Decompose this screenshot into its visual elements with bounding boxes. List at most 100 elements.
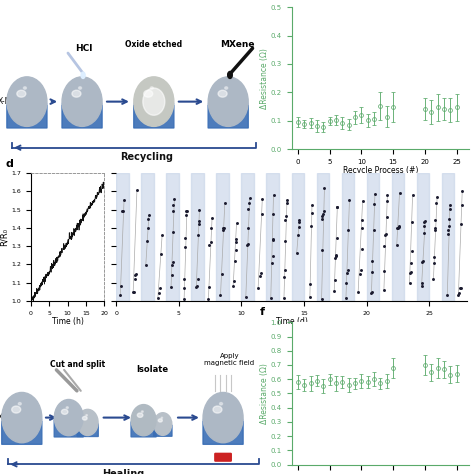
- Ellipse shape: [209, 100, 248, 107]
- Ellipse shape: [154, 424, 172, 427]
- Point: [182, 207, 190, 215]
- Text: b: b: [259, 0, 267, 2]
- Circle shape: [131, 405, 156, 436]
- Point: [181, 275, 188, 283]
- Ellipse shape: [144, 90, 153, 97]
- Point: [320, 207, 328, 215]
- Point: [332, 252, 340, 260]
- Point: [370, 200, 378, 207]
- Ellipse shape: [81, 72, 85, 78]
- Point: [280, 295, 288, 302]
- Point: [180, 295, 188, 303]
- Point: [446, 201, 454, 209]
- Point: [407, 269, 414, 277]
- Point: [256, 272, 264, 280]
- Ellipse shape: [77, 422, 98, 426]
- Point: [268, 259, 276, 266]
- Point: [117, 292, 124, 299]
- Point: [220, 224, 228, 231]
- Point: [182, 211, 189, 219]
- Text: HCl: HCl: [74, 45, 92, 54]
- Point: [158, 231, 166, 239]
- Point: [171, 195, 178, 203]
- Point: [244, 240, 252, 247]
- Point: [208, 224, 215, 232]
- Point: [394, 224, 402, 231]
- Point: [182, 243, 189, 251]
- Point: [258, 210, 265, 218]
- Point: [383, 198, 391, 205]
- FancyBboxPatch shape: [54, 420, 83, 437]
- Circle shape: [203, 392, 243, 443]
- Ellipse shape: [62, 100, 102, 107]
- Point: [370, 226, 378, 234]
- Bar: [342, 173, 354, 301]
- Point: [169, 228, 176, 236]
- Circle shape: [55, 400, 83, 436]
- Point: [157, 250, 164, 257]
- Point: [245, 199, 253, 207]
- Point: [446, 205, 454, 212]
- Ellipse shape: [158, 419, 162, 422]
- Point: [318, 246, 326, 254]
- Point: [194, 275, 201, 283]
- Point: [431, 227, 438, 234]
- Point: [444, 291, 451, 299]
- Point: [345, 226, 352, 233]
- Point: [421, 218, 429, 225]
- Point: [257, 269, 265, 276]
- Point: [359, 197, 366, 205]
- Point: [331, 254, 338, 261]
- Point: [458, 201, 465, 209]
- Point: [455, 290, 463, 297]
- Point: [318, 216, 326, 223]
- Y-axis label: ΔResistance (Ω): ΔResistance (Ω): [260, 363, 269, 424]
- Point: [368, 258, 376, 265]
- Bar: [141, 173, 154, 301]
- Point: [269, 253, 276, 260]
- Text: Apply
magnetic field: Apply magnetic field: [204, 353, 255, 366]
- Bar: [317, 173, 329, 301]
- Ellipse shape: [55, 417, 83, 422]
- Point: [368, 290, 375, 297]
- Point: [371, 190, 379, 198]
- Point: [308, 222, 315, 230]
- Point: [433, 193, 441, 201]
- Ellipse shape: [62, 409, 68, 414]
- Point: [420, 229, 428, 237]
- Ellipse shape: [72, 90, 81, 97]
- Point: [395, 223, 403, 230]
- FancyBboxPatch shape: [2, 421, 42, 444]
- Point: [282, 213, 290, 220]
- Point: [154, 294, 162, 302]
- Point: [192, 283, 200, 291]
- Ellipse shape: [7, 100, 47, 107]
- Point: [358, 245, 366, 253]
- Point: [407, 269, 414, 276]
- Point: [396, 189, 403, 196]
- Text: Isolate: Isolate: [137, 365, 169, 374]
- Point: [393, 241, 401, 248]
- Point: [242, 294, 250, 301]
- Bar: [191, 173, 204, 301]
- Point: [196, 217, 203, 225]
- Point: [168, 262, 175, 269]
- Point: [406, 279, 413, 287]
- Point: [458, 187, 466, 194]
- Point: [169, 258, 176, 266]
- Point: [381, 267, 388, 275]
- Point: [218, 270, 226, 278]
- Point: [368, 289, 375, 296]
- Point: [282, 217, 289, 224]
- Point: [143, 237, 150, 245]
- Point: [331, 276, 338, 283]
- Ellipse shape: [213, 406, 222, 413]
- Bar: [216, 173, 229, 301]
- Point: [446, 215, 453, 223]
- Point: [419, 258, 426, 266]
- Ellipse shape: [150, 87, 153, 89]
- Point: [246, 195, 254, 202]
- Point: [144, 224, 152, 232]
- Point: [368, 268, 376, 275]
- FancyBboxPatch shape: [208, 105, 248, 128]
